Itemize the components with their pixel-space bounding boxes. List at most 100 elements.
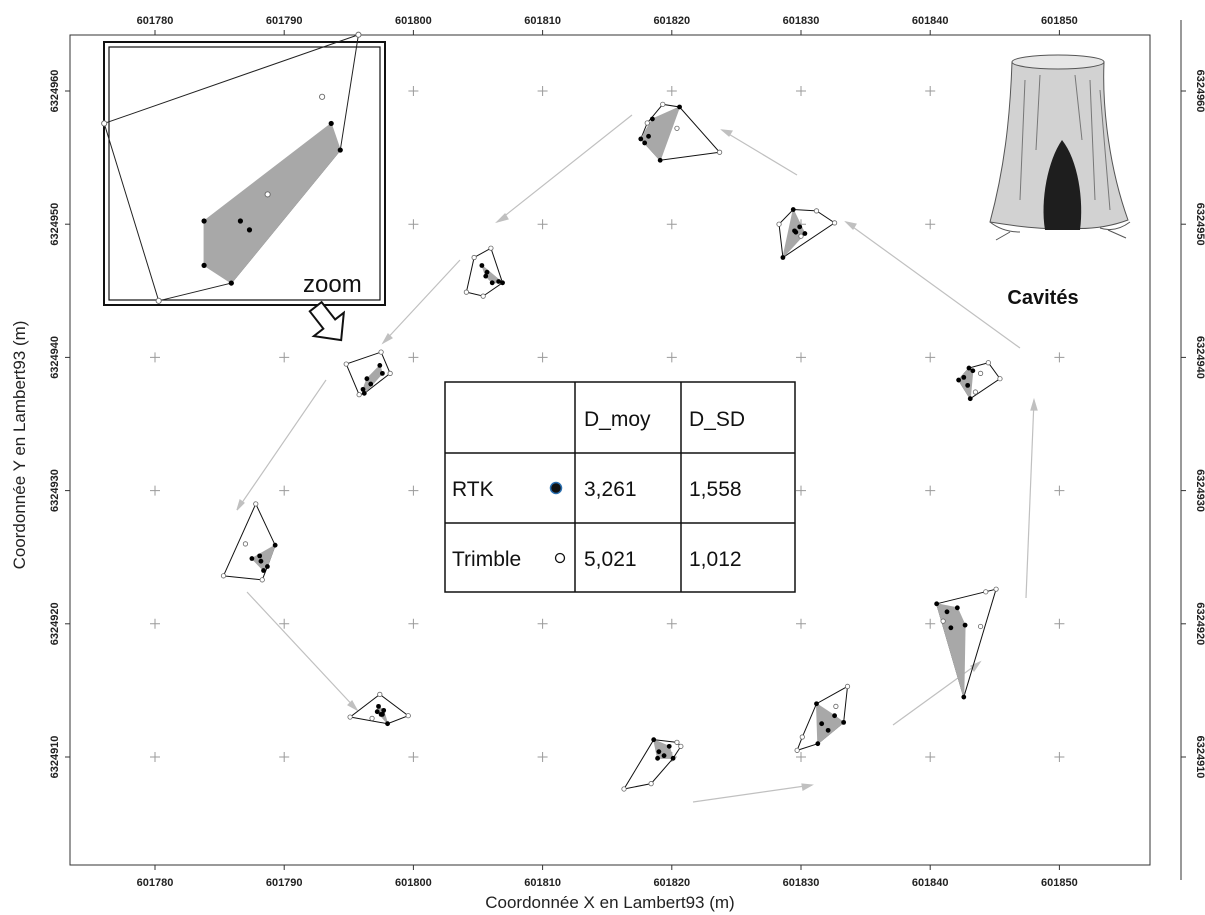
plot-frame	[69, 34, 1151, 866]
grid-cross	[537, 618, 548, 629]
stump-cavity	[1043, 140, 1082, 230]
rtk-point	[966, 365, 972, 371]
x-tick-label-top: 601830	[783, 15, 820, 27]
grid-cross	[666, 352, 677, 363]
rtk-point	[381, 707, 387, 713]
grid-cross	[408, 618, 419, 629]
trimble-point	[813, 208, 820, 214]
cluster-c8	[347, 691, 411, 727]
trimble-hull	[778, 209, 836, 259]
rtk-point	[479, 263, 485, 268]
rtk-point	[954, 605, 960, 611]
trimble-point	[993, 586, 999, 592]
y-tick-label-left: 6324920	[49, 602, 61, 645]
x-tick-label-top: 601790	[266, 15, 303, 27]
y-tick-label-left: 6324950	[49, 203, 61, 246]
grid-cross	[796, 752, 806, 762]
x-tick-label-top: 601780	[137, 15, 174, 27]
grid-cross	[925, 752, 936, 762]
y-tick-label-right: 6324940	[1194, 336, 1205, 379]
rtk-point	[496, 279, 502, 284]
arrowhead	[236, 499, 245, 511]
rtk-point	[655, 755, 660, 761]
cluster-c2	[776, 207, 838, 260]
y-tick-label-right: 6324910	[1194, 736, 1205, 779]
rtk-point	[650, 116, 655, 122]
trimble-point	[977, 370, 984, 376]
grid-cross	[279, 752, 290, 762]
zoom-trimble-point	[101, 120, 108, 127]
arrow-path	[1025, 399, 1035, 599]
arrow-path	[246, 591, 358, 711]
zoom-arrow	[308, 300, 346, 342]
rtk-point	[965, 382, 971, 388]
rtk-point	[377, 362, 383, 368]
rtk-point	[948, 625, 954, 631]
trimble-point	[356, 392, 362, 398]
arrowhead	[801, 783, 814, 791]
trimble-marker-icon	[554, 552, 566, 564]
rtk-point	[360, 386, 366, 392]
arrow-path	[692, 784, 813, 803]
arrowhead	[720, 129, 734, 137]
grid-cross	[666, 618, 677, 629]
table-bg	[444, 381, 796, 593]
grid-cross	[925, 352, 936, 363]
arrowhead	[844, 221, 857, 230]
cluster-c9	[794, 683, 851, 753]
trimble-point	[674, 125, 680, 131]
rtk-point	[265, 564, 270, 569]
arrowhead	[347, 700, 359, 712]
grid-cross	[1054, 752, 1065, 762]
zoom-rtk-point	[201, 218, 207, 224]
rtk-point	[934, 601, 940, 607]
rtk-point	[832, 713, 837, 719]
zoom-rtk-point	[246, 227, 253, 233]
y-tick-label-right: 6324920	[1194, 602, 1205, 645]
arrow-path	[496, 114, 633, 223]
rtk-point	[961, 694, 967, 700]
trimble-point	[831, 220, 838, 226]
rtk-point	[967, 396, 973, 402]
trimble-point	[644, 120, 650, 126]
trimble-point	[387, 370, 393, 376]
rtk-point	[793, 229, 799, 235]
trimble-point	[480, 293, 486, 299]
grid-cross	[1054, 352, 1065, 363]
zoom-rtk-point	[201, 262, 207, 268]
y-tick-label-right: 6324950	[1194, 203, 1205, 246]
cluster-c6	[220, 501, 278, 583]
cluster-c1	[638, 101, 723, 163]
zoom-box-inner	[108, 46, 381, 301]
grid-cross	[537, 752, 548, 762]
trimble-point	[405, 713, 411, 719]
zoom-rtk-point	[328, 120, 334, 127]
rtk-point	[638, 136, 644, 142]
trimble-point	[347, 714, 353, 720]
rtk-point	[814, 701, 819, 707]
table-cell-rtk-dsd: 1,558	[689, 478, 742, 501]
grid-cross	[408, 352, 419, 363]
zoom-rtk-point	[237, 218, 243, 224]
cluster-c4	[343, 349, 393, 398]
x-tick-label-bottom: 601810	[524, 877, 561, 889]
rtk-point	[483, 273, 489, 279]
trimble-point	[253, 501, 259, 507]
rtk-point	[500, 280, 505, 286]
y-axis-title: Coordonnée Y en Lambert93 (m)	[10, 321, 29, 570]
grid-cross	[537, 352, 548, 363]
cluster-c3	[463, 245, 505, 299]
x-tick-label-top: 601820	[653, 15, 690, 27]
trimble-point	[660, 101, 666, 107]
grid-cross	[925, 219, 936, 230]
grid-cross	[408, 86, 419, 96]
grid-cross	[925, 86, 936, 96]
arrow-path	[236, 379, 327, 511]
trimble-point	[977, 623, 984, 630]
rtk-point	[666, 743, 672, 749]
arrow-path	[721, 129, 798, 176]
cluster-c7	[934, 586, 999, 700]
zoom-rtk-point	[228, 280, 234, 286]
x-tick-label-bottom: 601830	[783, 877, 820, 889]
table-row-label-rtk: RTK	[452, 478, 494, 501]
